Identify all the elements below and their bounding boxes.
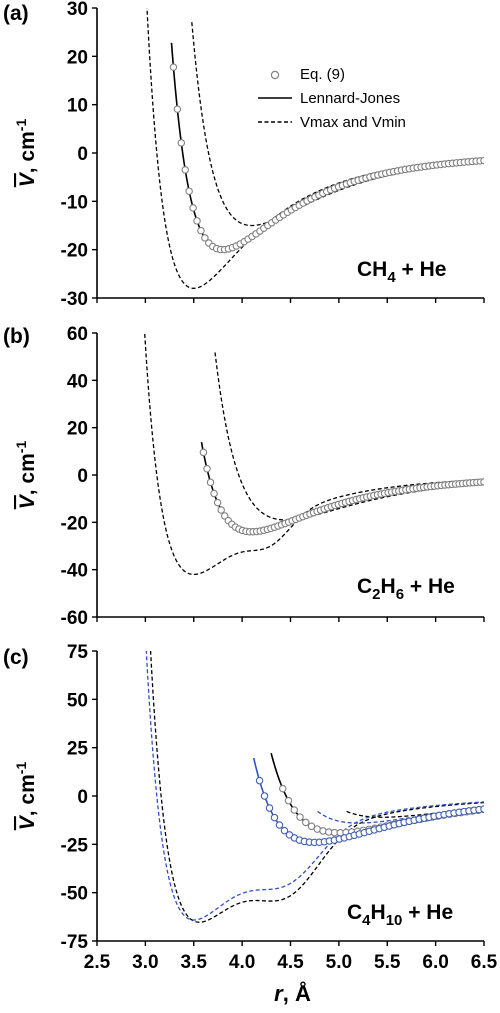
y-tick-label: -40 [61, 561, 88, 582]
x-tick-label: 4.5 [277, 952, 304, 973]
data-point [307, 822, 316, 831]
data-point [169, 63, 178, 71]
series-vmin [146, 8, 484, 289]
y-axis-label: V, cm-1 [13, 441, 39, 510]
y-tick-label: -50 [61, 884, 88, 905]
legend-entry: Lennard-Jones [300, 90, 400, 107]
data-point [213, 498, 222, 507]
y-tick-label: -75 [61, 932, 89, 953]
data-point [480, 156, 484, 165]
y-tick-label: 75 [67, 642, 89, 663]
panel-c: 75 50 25 0 -25 -50 -752.5 3.0 3.5 4.0 4.5 5.0 5.5 6.0… [3, 642, 498, 1006]
data-point [173, 105, 182, 113]
data-point [260, 792, 269, 800]
x-tick-label: 5.5 [374, 952, 401, 973]
data-point [189, 204, 197, 212]
molecule-label: C4H10 + He [347, 901, 453, 929]
y-tick-label: -30 [61, 289, 88, 310]
data-point [181, 166, 189, 174]
y-tick-label: 25 [67, 739, 89, 760]
y-tick-label: 0 [77, 787, 88, 808]
data-point [177, 139, 186, 147]
molecule-label: CH4 + He [357, 258, 446, 286]
y-tick-label: 20 [67, 47, 88, 68]
x-tick-label: 5.0 [326, 952, 352, 973]
legend: Eq. (9) Lennard-Jones Vmax and Vmin [258, 66, 406, 131]
data-point [290, 806, 299, 814]
y-tick-label: 30 [67, 0, 88, 20]
data-point [280, 826, 289, 835]
y-tick-label: 0 [77, 466, 88, 487]
plot-area [146, 8, 484, 289]
y-tick-label: 40 [67, 371, 88, 392]
legend-entry: Vmax and Vmin [300, 114, 406, 131]
data-point [265, 804, 274, 812]
molecule-label: C2H6 + He [357, 575, 455, 603]
data-point [201, 234, 209, 242]
y-tick-label: 0 [77, 144, 88, 165]
y-tick-label: 10 [67, 96, 88, 117]
x-tick-label: 6.0 [422, 952, 448, 973]
plot-area [145, 651, 484, 923]
panel-label: (c) [3, 646, 29, 669]
data-point [284, 796, 293, 805]
data-point [210, 489, 218, 498]
y-tick-label: -20 [61, 513, 88, 534]
data-point [185, 187, 193, 195]
data-point [296, 813, 304, 821]
panel-b: 60 40 20 0 -20 -40 -60 (b) V, cm-1 C2H6 + He [3, 324, 485, 629]
data-point [279, 784, 287, 793]
y-axis-label: V, cm-1 [13, 119, 39, 188]
y-tick-label: 20 [67, 419, 88, 440]
data-point [199, 448, 208, 457]
legend-marker-circle [270, 70, 280, 80]
legend-entry: Eq. (9) [300, 66, 345, 83]
data-point [193, 217, 201, 225]
y-tick-label: 50 [67, 690, 88, 711]
data-point [255, 776, 264, 785]
y-tick-label: -10 [61, 192, 88, 213]
x-tick-label: 2.5 [84, 952, 111, 973]
x-tick-label: 3.0 [132, 952, 158, 973]
data-point [206, 478, 215, 487]
panel-label: (b) [3, 325, 30, 348]
data-point [203, 465, 211, 473]
y-tick-label: -20 [61, 241, 88, 262]
panel-a: 30 20 10 0 -10 -20 -30 (a) V, cm-1 CH4 + He Eq. (9… [3, 0, 485, 310]
data-point [275, 821, 284, 829]
x-tick-label: 6.5 [471, 952, 498, 973]
x-tick-label: 4.0 [229, 952, 255, 973]
y-tick-label: -25 [61, 835, 89, 856]
y-tick-label: -60 [61, 608, 88, 629]
data-point [302, 818, 310, 827]
series-vmin-blue [145, 651, 484, 921]
data-point [480, 478, 484, 486]
x-tick-label: 3.5 [181, 952, 208, 973]
y-axis-label: V, cm-1 [13, 762, 39, 831]
plot-area [144, 333, 484, 576]
data-point [197, 226, 205, 235]
data-point [480, 805, 484, 813]
data-point [270, 813, 279, 822]
series-vmax-blue [317, 807, 484, 824]
series-vmin-black [149, 651, 484, 923]
x-axis-label: r, Å [274, 980, 311, 1006]
series-vmin [144, 333, 484, 576]
y-tick-label: 60 [67, 324, 88, 345]
data-point [217, 506, 225, 514]
panel-label: (a) [3, 2, 29, 25]
